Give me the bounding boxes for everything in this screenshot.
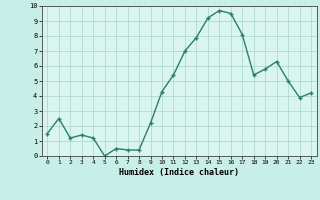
X-axis label: Humidex (Indice chaleur): Humidex (Indice chaleur) [119,168,239,177]
